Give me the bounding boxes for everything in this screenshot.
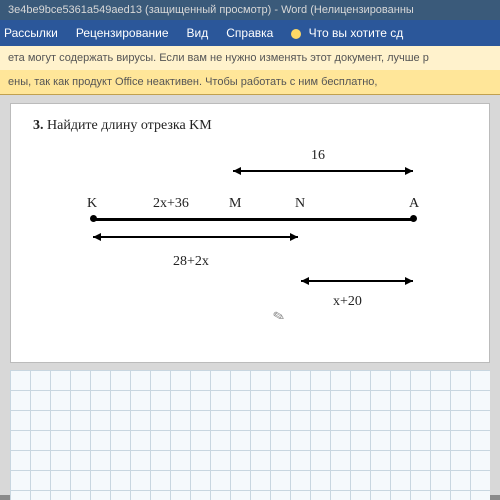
arrow-na <box>301 280 413 282</box>
tell-me-text: Что вы хотите сд <box>309 26 404 40</box>
pencil-icon: ✎ <box>271 307 287 326</box>
protected-view-warning: ета могут содержать вирусы. Если вам не … <box>0 46 500 70</box>
tab-review[interactable]: Рецензирование <box>76 26 169 40</box>
notebook-grid <box>10 370 490 500</box>
window-title-text: 3e4be9bce5361a549aed13 (защищенный просм… <box>8 4 414 16</box>
label-top-value: 16 <box>311 148 325 164</box>
arrow-top <box>233 170 413 172</box>
license-warning: ены, так как продукт Office неактивен. Ч… <box>0 70 500 95</box>
license-warning-text: ены, так как продукт Office неактивен. Ч… <box>8 76 377 88</box>
segment-KA <box>93 218 413 221</box>
tab-view[interactable]: Вид <box>187 26 209 40</box>
point-A <box>410 215 417 222</box>
arrow-kn <box>93 236 298 238</box>
protected-view-text: ета могут содержать вирусы. Если вам не … <box>8 52 429 64</box>
tab-mailings[interactable]: Рассылки <box>4 26 58 40</box>
label-kn-expr: 28+2x <box>173 254 209 270</box>
label-K: K <box>87 196 97 212</box>
label-na-expr: x+20 <box>333 294 362 310</box>
window-titlebar: 3e4be9bce5361a549aed13 (защищенный просм… <box>0 0 500 20</box>
label-A: A <box>409 196 419 212</box>
question-text: Найдите длину отрезка KM <box>47 118 212 133</box>
label-N: N <box>295 196 305 212</box>
point-K <box>90 215 97 222</box>
page: 3. Найдите длину отрезка KM 16 K 2x+36 M… <box>10 103 490 363</box>
bulb-icon <box>291 29 301 39</box>
ribbon-tabs: Рассылки Рецензирование Вид Справка Что … <box>0 20 500 46</box>
tell-me[interactable]: Что вы хотите сд <box>291 26 403 40</box>
label-M: M <box>229 196 241 212</box>
label-km-expr: 2x+36 <box>153 196 189 212</box>
question-line: 3. Найдите длину отрезка KM <box>33 118 467 134</box>
tab-help[interactable]: Справка <box>226 26 273 40</box>
geometry-diagram: 16 K 2x+36 M N A 28+2x x+20 ✎ <box>33 140 453 320</box>
question-number: 3. <box>33 118 44 133</box>
